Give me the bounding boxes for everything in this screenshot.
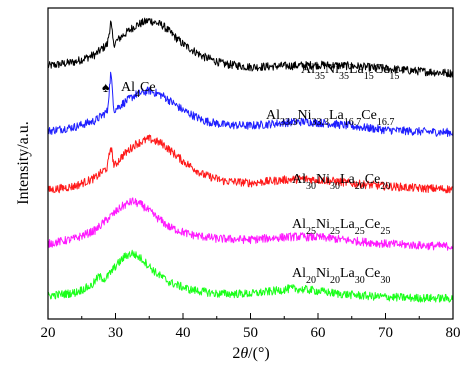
al4ce-marker-symbol: ♠ xyxy=(102,81,110,96)
series-line-1 xyxy=(47,17,454,78)
x-tick-label: 40 xyxy=(176,325,191,341)
series-label-al35: Al35Ni35La15Ce15 xyxy=(301,62,399,82)
series-label-al33: Al33.3Ni33.3La16.7Ce16.7 xyxy=(266,108,394,128)
series-label-al25: Al25Ni25La25Ce25 xyxy=(292,217,390,237)
x-tick-label: 30 xyxy=(108,325,123,341)
series-line-4 xyxy=(47,197,454,251)
x-tick-label: 50 xyxy=(243,325,258,341)
x-axis-label: 2θ/(°) xyxy=(232,345,269,362)
x-axis-ticks: 20 30 40 50 60 70 80 xyxy=(41,313,461,341)
x-tick-label: 60 xyxy=(311,325,326,341)
x-tick-label: 70 xyxy=(378,325,393,341)
series-line-2 xyxy=(47,71,454,137)
y-axis-label: Intensity/a.u. xyxy=(15,121,32,205)
series-line-3 xyxy=(47,134,454,194)
series-label-al20: Al20Ni20La30Ce30 xyxy=(292,266,390,286)
x-tick-label: 20 xyxy=(41,325,56,341)
chart-curves xyxy=(47,17,454,303)
x-tick-label: 80 xyxy=(446,325,461,341)
al4ce-marker-label: Al4Ce xyxy=(121,80,156,100)
series-label-al30: Al30Ni30La20Ce20 xyxy=(292,172,390,192)
series-line-5 xyxy=(47,249,454,303)
